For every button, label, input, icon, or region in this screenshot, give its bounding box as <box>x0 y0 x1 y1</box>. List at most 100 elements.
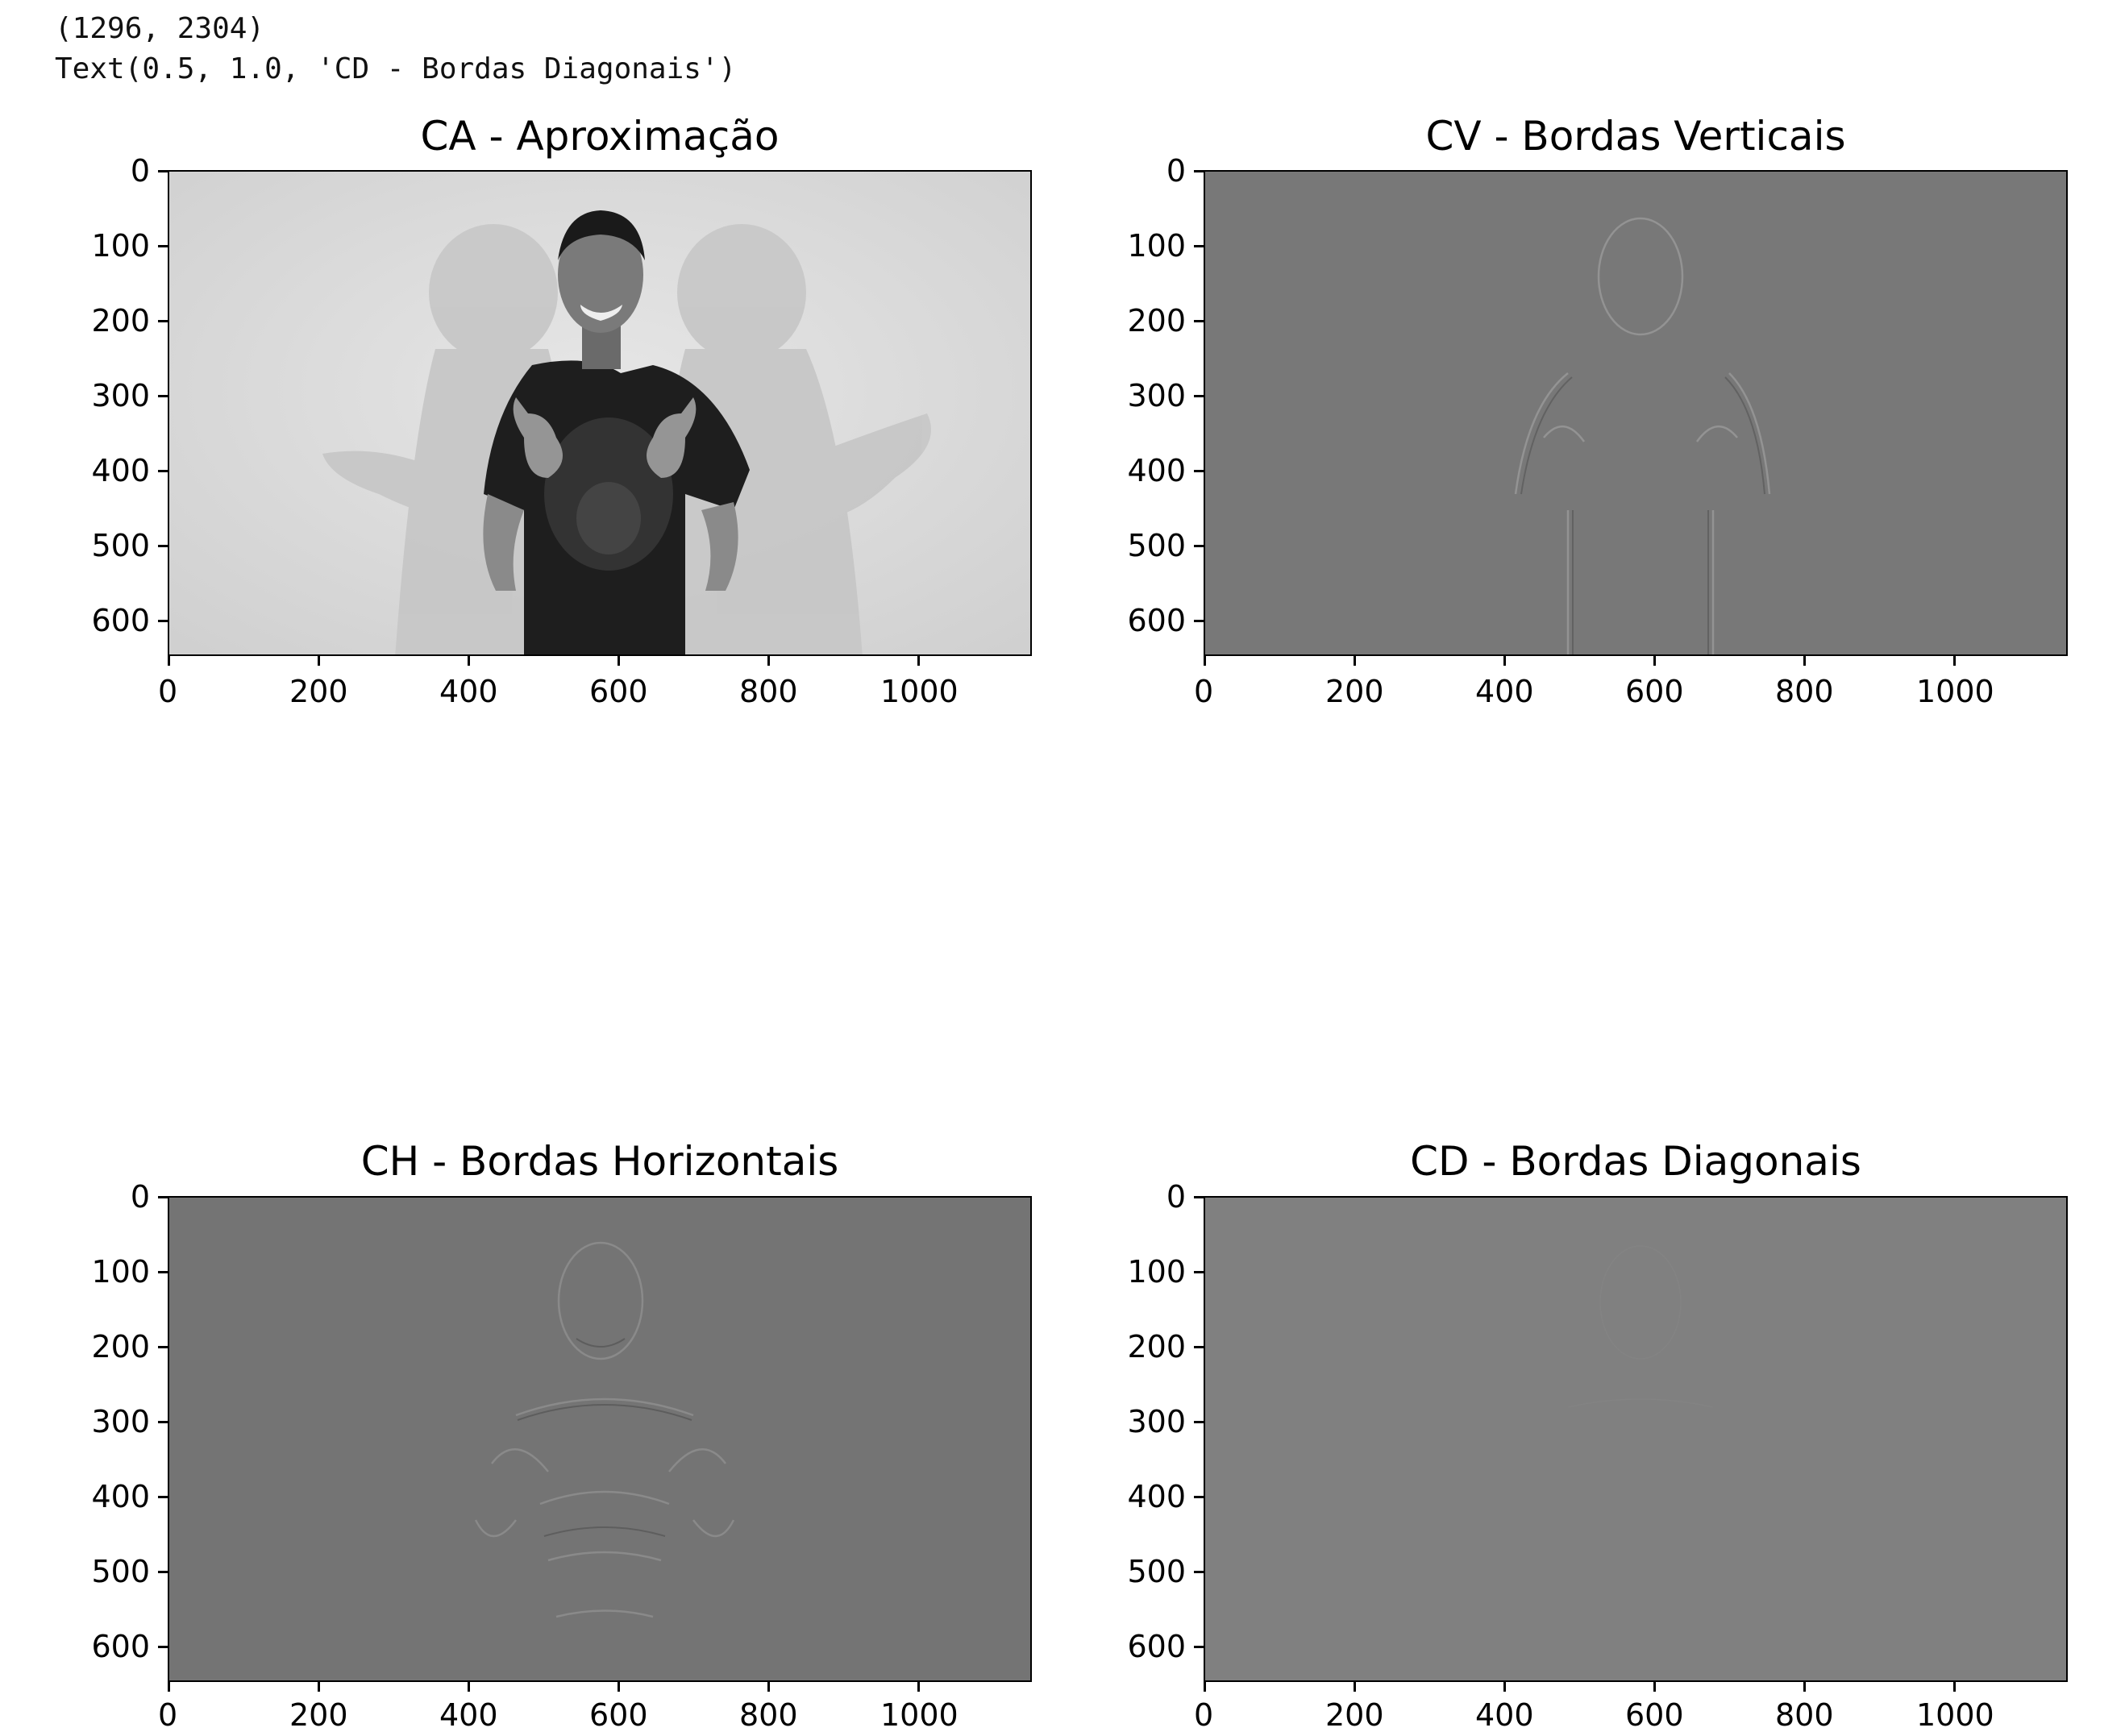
cv-xtick-label-600: 600 <box>1625 674 1684 709</box>
cd-ytick-label-100: 100 <box>1127 1254 1186 1290</box>
ch-ytick-600 <box>158 1646 168 1648</box>
ch-xtick-0 <box>168 1682 170 1692</box>
cd-ytick-label-600: 600 <box>1127 1629 1186 1664</box>
ch-ytick-label-400: 400 <box>91 1479 150 1514</box>
cd-ytick-label-300: 300 <box>1127 1404 1186 1439</box>
ch-xtick-label-0: 0 <box>158 1697 178 1733</box>
ca-ytick-label-0: 0 <box>130 153 150 189</box>
cd-xtick-label-200: 200 <box>1325 1697 1384 1733</box>
ch-ytick-100 <box>158 1271 168 1273</box>
ch-xtick-label-200: 200 <box>289 1697 348 1733</box>
cd-ytick-label-200: 200 <box>1127 1329 1186 1364</box>
ca-ytick-label-300: 300 <box>91 378 150 413</box>
ch-xtick-600 <box>618 1682 620 1692</box>
ch-ytick-0 <box>158 1196 168 1198</box>
ca-ytick-300 <box>158 395 168 397</box>
cv-xtick-200 <box>1354 656 1356 666</box>
output-line-shape: (1296, 2304) <box>55 12 265 45</box>
ch-xtick-1000 <box>917 1682 920 1692</box>
cv-ytick-300 <box>1194 395 1204 397</box>
ca-xtick-200 <box>318 656 320 666</box>
ca-ytick-label-200: 200 <box>91 303 150 338</box>
cd-xtick-200 <box>1354 1682 1356 1692</box>
cd-ytick-400 <box>1194 1496 1204 1498</box>
output-line-text-repr: Text(0.5, 1.0, 'CD - Bordas Diagonais') <box>55 52 737 85</box>
cd-xtick-label-600: 600 <box>1625 1697 1684 1733</box>
cv-xtick-600 <box>1653 656 1656 666</box>
ch-xtick-800 <box>767 1682 770 1692</box>
ca-ytick-0 <box>158 170 168 172</box>
ca-ytick-600 <box>158 620 168 622</box>
image-cv <box>1514 217 1771 654</box>
cd-ytick-100 <box>1194 1271 1204 1273</box>
plot-area-ca <box>168 170 1032 656</box>
cd-xtick-0 <box>1204 1682 1206 1692</box>
ch-ytick-label-600: 600 <box>91 1629 150 1664</box>
ca-ytick-label-600: 600 <box>91 603 150 638</box>
ch-ytick-label-100: 100 <box>91 1254 150 1290</box>
cv-xtick-label-0: 0 <box>1194 674 1214 709</box>
ch-ytick-label-500: 500 <box>91 1554 150 1589</box>
cd-ytick-label-500: 500 <box>1127 1554 1186 1589</box>
panel-title-cd: CD - Bordas Diagonais <box>1410 1138 1861 1185</box>
cd-xtick-600 <box>1653 1682 1656 1692</box>
cd-xtick-label-1000: 1000 <box>1916 1697 1994 1733</box>
ch-ytick-400 <box>158 1496 168 1498</box>
cv-xtick-800 <box>1803 656 1806 666</box>
image-ch <box>474 1241 735 1618</box>
ca-ytick-200 <box>158 320 168 322</box>
ch-ytick-label-200: 200 <box>91 1329 150 1364</box>
ca-ytick-400 <box>158 470 168 472</box>
cd-xtick-label-800: 800 <box>1775 1697 1834 1733</box>
ca-xtick-label-200: 200 <box>289 674 348 709</box>
ch-ytick-label-0: 0 <box>130 1179 150 1215</box>
ca-xtick-400 <box>468 656 470 666</box>
cv-ytick-label-600: 600 <box>1127 603 1186 638</box>
cv-xtick-label-800: 800 <box>1775 674 1834 709</box>
cv-ytick-600 <box>1194 620 1204 622</box>
cv-ytick-label-400: 400 <box>1127 453 1186 488</box>
cv-ytick-200 <box>1194 320 1204 322</box>
panel-title-cv: CV - Bordas Verticais <box>1425 113 1846 160</box>
cv-ytick-label-200: 200 <box>1127 303 1186 338</box>
cv-ytick-0 <box>1194 170 1204 172</box>
cv-xtick-label-400: 400 <box>1475 674 1534 709</box>
ca-ytick-100 <box>158 245 168 247</box>
image-ca <box>169 172 1030 654</box>
ch-ytick-500 <box>158 1571 168 1573</box>
cv-xtick-label-200: 200 <box>1325 674 1384 709</box>
cd-xtick-label-400: 400 <box>1475 1697 1534 1733</box>
ch-xtick-200 <box>318 1682 320 1692</box>
plot-area-ch <box>168 1196 1032 1682</box>
ch-xtick-label-600: 600 <box>589 1697 648 1733</box>
panel-title-ca: CA - Aproximação <box>420 113 780 160</box>
ca-ytick-label-100: 100 <box>91 228 150 264</box>
ch-xtick-label-1000: 1000 <box>880 1697 959 1733</box>
ch-xtick-label-800: 800 <box>739 1697 798 1733</box>
cd-ytick-600 <box>1194 1646 1204 1648</box>
ch-ytick-200 <box>158 1346 168 1348</box>
cd-ytick-500 <box>1194 1571 1204 1573</box>
ch-ytick-300 <box>158 1421 168 1423</box>
ch-xtick-400 <box>468 1682 470 1692</box>
plot-area-cd <box>1204 1196 2068 1682</box>
ca-xtick-label-0: 0 <box>158 674 178 709</box>
cv-ytick-label-100: 100 <box>1127 228 1186 264</box>
ca-xtick-label-1000: 1000 <box>880 674 959 709</box>
ch-ytick-label-300: 300 <box>91 1404 150 1439</box>
cd-ytick-300 <box>1194 1421 1204 1423</box>
cd-ytick-label-0: 0 <box>1166 1179 1186 1215</box>
cd-xtick-800 <box>1803 1682 1806 1692</box>
ca-xtick-label-400: 400 <box>439 674 498 709</box>
cd-xtick-400 <box>1503 1682 1506 1692</box>
panel-title-ch: CH - Bordas Horizontais <box>360 1138 839 1185</box>
ca-xtick-label-800: 800 <box>739 674 798 709</box>
cv-ytick-label-500: 500 <box>1127 528 1186 563</box>
cd-ytick-0 <box>1194 1196 1204 1198</box>
cv-xtick-1000 <box>1953 656 1956 666</box>
cv-xtick-label-1000: 1000 <box>1916 674 1994 709</box>
plot-area-cv <box>1204 170 2068 656</box>
cd-ytick-label-400: 400 <box>1127 1479 1186 1514</box>
ch-xtick-label-400: 400 <box>439 1697 498 1733</box>
cv-xtick-0 <box>1204 656 1206 666</box>
